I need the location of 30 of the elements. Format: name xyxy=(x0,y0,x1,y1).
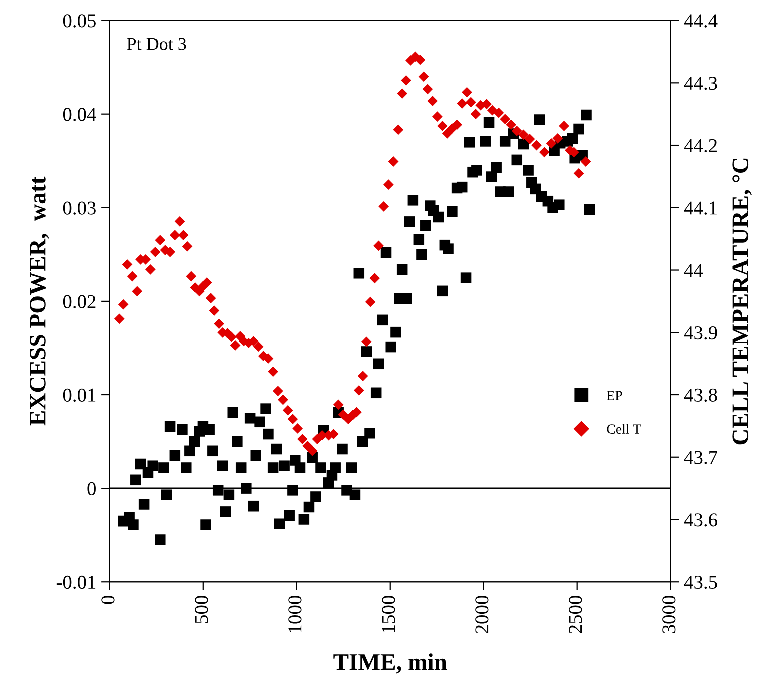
x-tick-label: 2000 xyxy=(476,596,489,634)
y-tick-label: 0.05 xyxy=(63,14,96,28)
y2-tick-label: 43.9 xyxy=(684,326,718,340)
x-tick-label: 2500 xyxy=(569,596,582,634)
y2-tick-label: 43.7 xyxy=(684,451,718,464)
y2-tick-label: 43.5 xyxy=(684,576,718,590)
annotation: Pt Dot 3 xyxy=(127,38,186,50)
legend-label: Cell T xyxy=(607,424,642,434)
y2-tick-label: 44.3 xyxy=(684,77,718,90)
y-tick-label: 0.02 xyxy=(63,295,96,308)
x-tick-label: 500 xyxy=(195,596,208,624)
x-axis-title: TIME, min xyxy=(334,654,448,674)
y-axis-title: EXCESS POWER, watt xyxy=(30,176,50,426)
y-tick-label: 0.04 xyxy=(63,108,96,122)
y2-tick-label: 43.6 xyxy=(684,514,718,527)
y2-tick-label: 44.1 xyxy=(684,202,717,215)
y2-axis-title: CELL TEMPERATURE, °C xyxy=(732,158,752,445)
y-tick-label: 0 xyxy=(88,482,96,496)
y2-tick-label: 43.8 xyxy=(684,388,718,402)
x-tick-label: 1500 xyxy=(382,596,396,632)
x-tick-label: 1000 xyxy=(288,596,302,632)
y2-tick-label: 44.2 xyxy=(684,139,717,153)
x-tick-label: 0 xyxy=(102,596,115,604)
y-tick-label: 0.03 xyxy=(63,202,96,215)
y-tick-label: 0.01 xyxy=(63,388,96,402)
y-tick-label: -0.01 xyxy=(56,576,96,590)
y2-tick-label: 44.4 xyxy=(684,14,718,28)
x-tick-label: 3000 xyxy=(662,596,676,634)
legend-label: EP xyxy=(607,391,622,400)
y2-tick-label: 44 xyxy=(684,264,704,278)
